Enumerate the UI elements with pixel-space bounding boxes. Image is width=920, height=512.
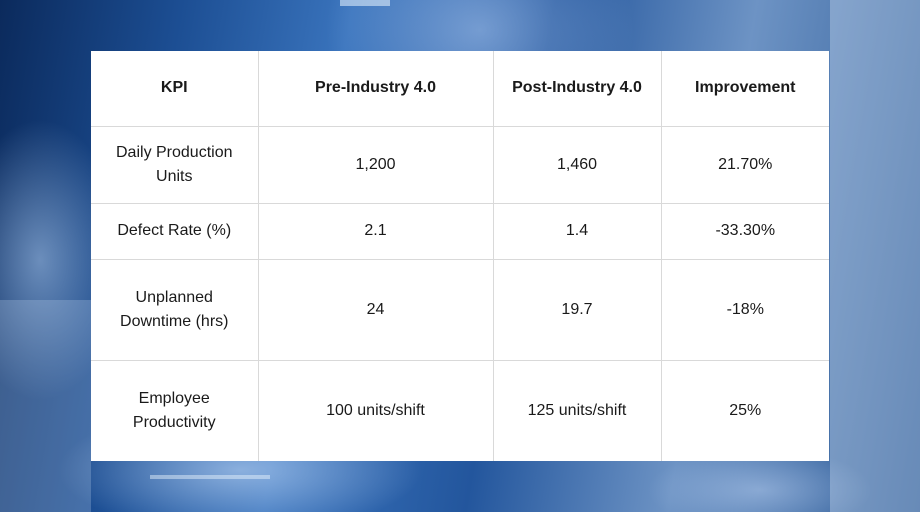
cell-post: 125 units/shift <box>492 359 662 461</box>
background-floor-glare <box>0 300 91 512</box>
cell-kpi: Daily Production Units <box>91 125 259 204</box>
cell-pre: 24 <box>257 258 494 361</box>
cell-improvement: 21.70% <box>660 125 829 204</box>
table-row: Employee Productivity 100 units/shift 12… <box>91 359 829 461</box>
header-post-industry: Post-Industry 4.0 <box>492 51 662 127</box>
background-light-beam <box>340 0 390 6</box>
cell-pre: 2.1 <box>257 202 494 260</box>
header-kpi: KPI <box>91 51 259 127</box>
table-row: Defect Rate (%) 2.1 1.4 -33.30% <box>91 202 829 260</box>
cell-improvement: -33.30% <box>660 202 829 260</box>
cell-kpi: Employee Productivity <box>91 359 259 461</box>
cell-improvement: -18% <box>660 258 829 361</box>
background-wall-panel <box>830 0 920 512</box>
cell-post: 1,460 <box>492 125 662 204</box>
cell-kpi: Defect Rate (%) <box>91 202 259 260</box>
table-row: Daily Production Units 1,200 1,460 21.70… <box>91 125 829 204</box>
kpi-table-card: KPI Pre-Industry 4.0 Post-Industry 4.0 I… <box>91 51 829 461</box>
cell-improvement: 25% <box>660 359 829 461</box>
header-improvement: Improvement <box>660 51 829 127</box>
cell-pre: 100 units/shift <box>257 359 494 461</box>
table-row: Unplanned Downtime (hrs) 24 19.7 -18% <box>91 258 829 361</box>
cell-kpi: Unplanned Downtime (hrs) <box>91 258 259 361</box>
table-header-row: KPI Pre-Industry 4.0 Post-Industry 4.0 I… <box>91 51 829 127</box>
kpi-comparison-table: KPI Pre-Industry 4.0 Post-Industry 4.0 I… <box>91 51 829 461</box>
cell-pre: 1,200 <box>257 125 494 204</box>
header-pre-industry: Pre-Industry 4.0 <box>257 51 494 127</box>
background-light-beam <box>150 475 270 479</box>
cell-post: 19.7 <box>492 258 662 361</box>
cell-post: 1.4 <box>492 202 662 260</box>
